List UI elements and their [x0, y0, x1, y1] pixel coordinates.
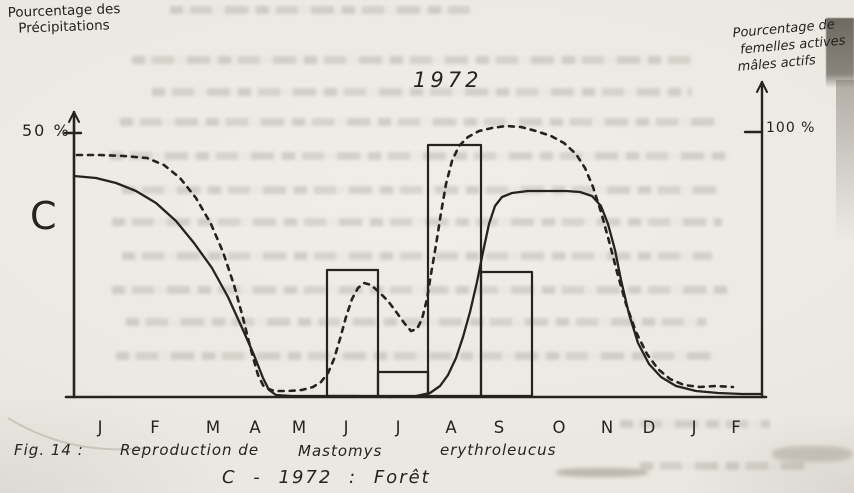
month-label: D — [643, 418, 656, 437]
caption-text: Reproduction de — [120, 441, 260, 459]
caption-species-genus: Mastomys — [298, 442, 383, 460]
month-label: J — [97, 418, 103, 437]
caption-line2: C - 1972 : Forêt — [222, 467, 431, 488]
bleedthrough-line — [620, 420, 770, 428]
month-label: M — [292, 418, 306, 437]
month-label: F — [731, 418, 741, 437]
month-label: J — [395, 418, 401, 437]
right-axis-arrow-icon — [756, 81, 768, 93]
bleedthrough-line — [132, 56, 692, 64]
month-label: A — [249, 418, 261, 437]
left-axis-tick-label: 50 % — [22, 121, 71, 140]
month-label: S — [494, 418, 504, 437]
month-label: J — [343, 418, 349, 437]
pencil-smudge — [556, 468, 648, 477]
reproduction-bar — [479, 270, 534, 398]
month-label: J — [691, 418, 697, 437]
left-axis-arrow-icon — [68, 111, 80, 123]
bleedthrough-line — [110, 152, 730, 160]
bleedthrough-line — [126, 318, 706, 326]
pencil-arc-artifact — [7, 417, 146, 451]
bleedthrough-line — [112, 218, 722, 226]
reproduction-bar — [426, 143, 483, 398]
right-axis-label: Pourcentage de femelles actives mâles ac… — [732, 15, 854, 76]
photocopy-edge-shadow — [836, 80, 854, 240]
bleedthrough-line — [112, 286, 727, 294]
solid-curve — [72, 174, 764, 399]
month-label: F — [150, 418, 160, 437]
bleedthrough-line — [152, 88, 692, 96]
panel-letter: C — [30, 194, 57, 238]
chart-title-year: 1972 — [413, 68, 483, 92]
bleedthrough-line — [116, 352, 716, 360]
bleedthrough-line — [122, 186, 722, 194]
bleedthrough-line — [122, 252, 712, 260]
caption-species-epithet: erythroleucus — [440, 441, 557, 459]
photocopy-fold-shadow — [826, 18, 854, 88]
month-label: A — [445, 418, 457, 437]
reproduction-bar — [376, 370, 430, 398]
month-label: O — [553, 418, 566, 437]
corner-smudge — [772, 446, 852, 462]
bleedthrough-line — [170, 6, 470, 14]
caption-fig-number: Fig. 14 : — [14, 441, 84, 459]
bleedthrough-line — [640, 462, 810, 470]
month-label: M — [206, 418, 220, 437]
month-label: N — [601, 418, 613, 437]
dashed-curve — [75, 124, 735, 393]
right-axis-tick-label: 100 % — [766, 120, 816, 136]
left-axis-label: Pourcentage des Précipitations — [7, 1, 121, 37]
bleedthrough-line — [120, 118, 720, 126]
reproduction-bar — [325, 268, 380, 398]
